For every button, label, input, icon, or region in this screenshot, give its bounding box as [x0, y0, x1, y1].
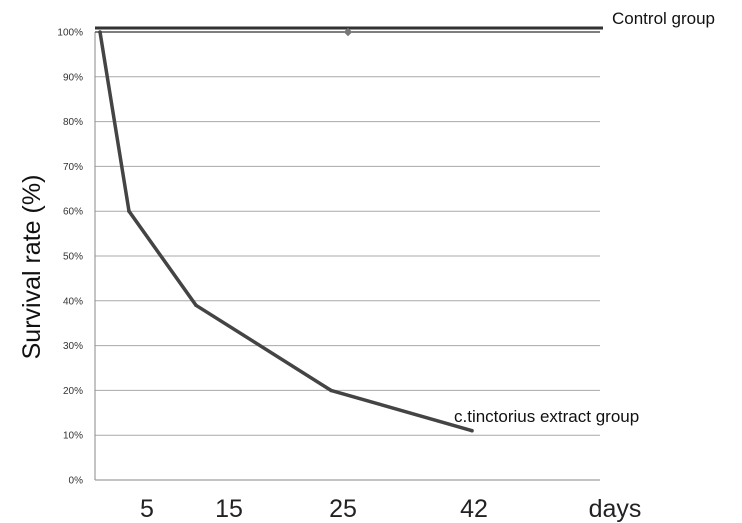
- y-tick-label: 100%: [57, 28, 83, 39]
- extract-group-label: c.tinctorius extract group: [454, 407, 639, 426]
- x-tick-label: 15: [215, 495, 243, 523]
- data-marker-diamond: [343, 27, 353, 37]
- y-axis-label: Survival rate (%): [18, 175, 46, 360]
- y-axis-ticks: 0% 10% 20% 30% 40% 50% 60% 70% 80% 90% 100%: [57, 28, 83, 487]
- y-tick-label: 30%: [63, 341, 83, 352]
- y-tick-label: 70%: [63, 162, 83, 173]
- control-group-label: Control group: [612, 9, 715, 28]
- extract-group-line: [98, 31, 473, 433]
- extract-group-point: [127, 209, 131, 213]
- x-tick-label: days: [589, 495, 642, 523]
- x-tick-label: 5: [140, 495, 154, 523]
- extract-group-point: [329, 388, 333, 393]
- axes: [94, 32, 600, 481]
- y-tick-label: 60%: [63, 207, 83, 218]
- extract-group-point: [470, 428, 474, 433]
- series-lines: [95, 26, 603, 433]
- x-axis-ticks: 5 15 25 42 days: [140, 495, 641, 523]
- extract-group-point: [194, 303, 198, 308]
- y-tick-label: 0%: [69, 476, 84, 487]
- y-tick-label: 90%: [63, 72, 83, 83]
- extract-group-point: [98, 30, 102, 34]
- y-tick-label: 80%: [63, 117, 83, 128]
- annotations: Control group c.tinctorius extract group: [454, 9, 715, 426]
- y-tick-label: 20%: [63, 386, 83, 397]
- y-tick-label: 10%: [63, 431, 83, 442]
- gridlines: [95, 31, 600, 436]
- y-tick-label: 50%: [63, 252, 83, 263]
- y-tick-label: 40%: [63, 296, 83, 307]
- x-tick-label: 25: [329, 495, 357, 523]
- x-tick-label: 42: [460, 495, 488, 523]
